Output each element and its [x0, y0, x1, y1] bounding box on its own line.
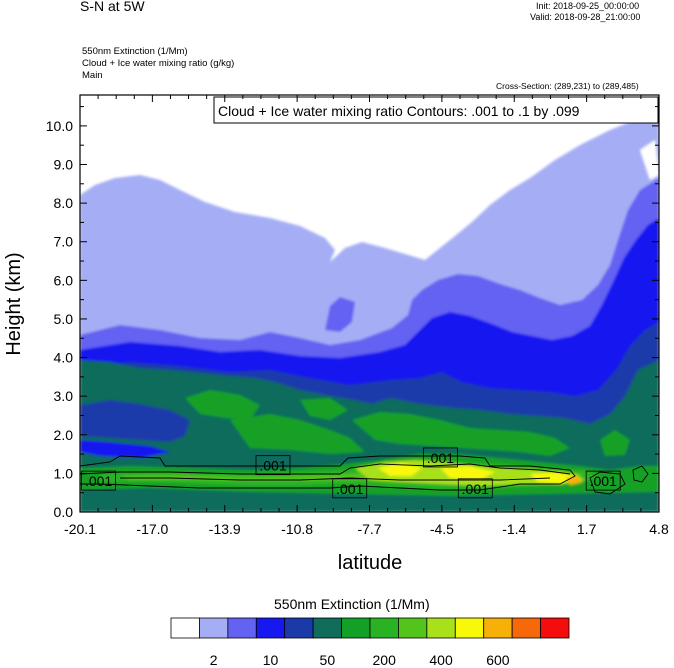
colorbar [170, 617, 570, 639]
y-tick-label: 4.0 [54, 350, 74, 366]
colorbar-label: 200 [372, 652, 396, 668]
contour-label: .001 [332, 478, 368, 499]
extinction-field [80, 95, 659, 512]
colorbar-swatch [284, 617, 314, 639]
field-region-white-hole-1 [390, 100, 560, 245]
y-tick-label: 5.0 [54, 311, 74, 327]
field-region-green-patch-4 [352, 412, 570, 456]
colorbar-swatch [483, 617, 513, 639]
field-region-green-patch-1 [185, 390, 260, 420]
x-tick-label: -7.7 [357, 521, 381, 537]
colorbar-label: 600 [486, 652, 510, 668]
contour-legend-text: Cloud + Ice water mixing ratio Contours:… [218, 103, 580, 119]
contour-label: .001 [81, 470, 117, 491]
colorbar-swatch [312, 617, 342, 639]
contour-line-inner-lower [120, 477, 551, 481]
y-tick-label: 0.0 [54, 504, 74, 520]
x-tick-label: 4.8 [649, 521, 669, 537]
field-region-green-patch-2 [230, 414, 365, 454]
contour-label-box [81, 470, 117, 491]
colorbar-swatch [170, 617, 200, 639]
contour-labels: .001 .001 .001 .001 .001 .001 [81, 447, 621, 499]
y-axis-label: Height (km) [3, 252, 25, 355]
contour-legend-box [213, 96, 659, 124]
colorbar-label: 2 [209, 652, 218, 668]
x-tick-label: -10.8 [281, 521, 313, 537]
colorbar-label: 50 [319, 652, 336, 668]
y-tick-label: 6.0 [54, 272, 74, 288]
field-label-cloud-ice: Cloud + Ice water mixing ratio (g/kg) [82, 58, 235, 69]
x-tick-label: -17.0 [136, 521, 168, 537]
x-tick-label: -4.5 [430, 521, 454, 537]
contour-lines [80, 455, 649, 495]
colorbar-swatch [540, 617, 570, 639]
x-tick-label: 1.7 [577, 521, 597, 537]
contour-label: .001 [585, 470, 621, 491]
field-region-blue-inset [80, 440, 170, 458]
contour-label-box [457, 478, 493, 499]
field-label-domain: Main [82, 70, 103, 81]
field-region-green-patch-3 [300, 398, 348, 420]
valid-time-label: Valid: 2018-09-28_21:00:00 [530, 12, 641, 22]
figure-title: S-N at 5W [80, 0, 145, 14]
colorbar-swatch [369, 617, 399, 639]
x-tick-label: -13.9 [209, 521, 241, 537]
y-tick-label: 3.0 [54, 388, 74, 404]
colorbar-swatch [199, 617, 229, 639]
contour-label: .001 [457, 478, 493, 499]
x-tick-label: -1.4 [502, 521, 526, 537]
cross-section-label: Cross-Section: (289,231) to (289,485) [496, 81, 639, 91]
y-tick-label: 8.0 [54, 195, 74, 211]
colorbar-swatch [454, 617, 485, 639]
contour-label-text: .001 [259, 458, 286, 474]
x-axis-label: latitude [338, 552, 403, 574]
colorbar-label: 400 [429, 652, 453, 668]
colorbar-swatch [398, 617, 428, 639]
contour-line-right-loop [589, 471, 626, 495]
contour-label: .001 [423, 447, 458, 468]
x-tick-label: -20.1 [64, 521, 96, 537]
field-region-green-patch-5 [600, 430, 630, 456]
colorbar-swatch [511, 617, 541, 639]
contour-label: .001 [255, 455, 291, 476]
y-tick-label: 2.0 [54, 427, 74, 443]
field-region-yellow-1 [378, 463, 422, 476]
field-region-navy-inset [80, 400, 190, 442]
init-time-label: Init: 2018-09-25_00:00:00 [536, 1, 640, 11]
contour-label-text: .001 [462, 481, 489, 497]
contour-line-outer [80, 455, 576, 491]
contour-label-box [255, 455, 291, 476]
field-region-white-hole-2 [640, 140, 659, 180]
contour-label-box [332, 478, 368, 499]
axes: -20.1 -17.0 -13.9 -10.8 -7.7 -4.5 -1.4 1.7 4.8 0.… [46, 95, 669, 537]
contour-label-text: .001 [590, 473, 617, 489]
colorbar-title: 550nm Extinction (1/Mm) [274, 596, 430, 612]
y-tick-label: 7.0 [54, 234, 74, 250]
y-tick-label: 9.0 [54, 157, 74, 173]
y-tick-label: 10.0 [46, 118, 73, 134]
contour-label-text: .001 [427, 450, 454, 466]
colorbar-label: 10 [262, 652, 279, 668]
contour-line-right-small [632, 465, 649, 483]
colorbar-swatch [341, 617, 371, 639]
contour-line-inner-upper [80, 463, 571, 475]
y-tick-label: 1.0 [54, 465, 74, 481]
field-label-extinction: 550nm Extinction (1/Mm) [82, 46, 188, 57]
contour-label-text: .001 [336, 481, 363, 497]
colorbar-swatch [426, 617, 456, 639]
contour-label-box [585, 470, 621, 491]
field-region-yellow-2 [440, 466, 495, 480]
contour-label-text: .001 [85, 473, 112, 489]
contour-label-box [423, 447, 458, 468]
colorbar-swatch [255, 617, 286, 639]
colorbar-swatch [227, 617, 257, 639]
field-region-violet-patch [325, 297, 355, 332]
